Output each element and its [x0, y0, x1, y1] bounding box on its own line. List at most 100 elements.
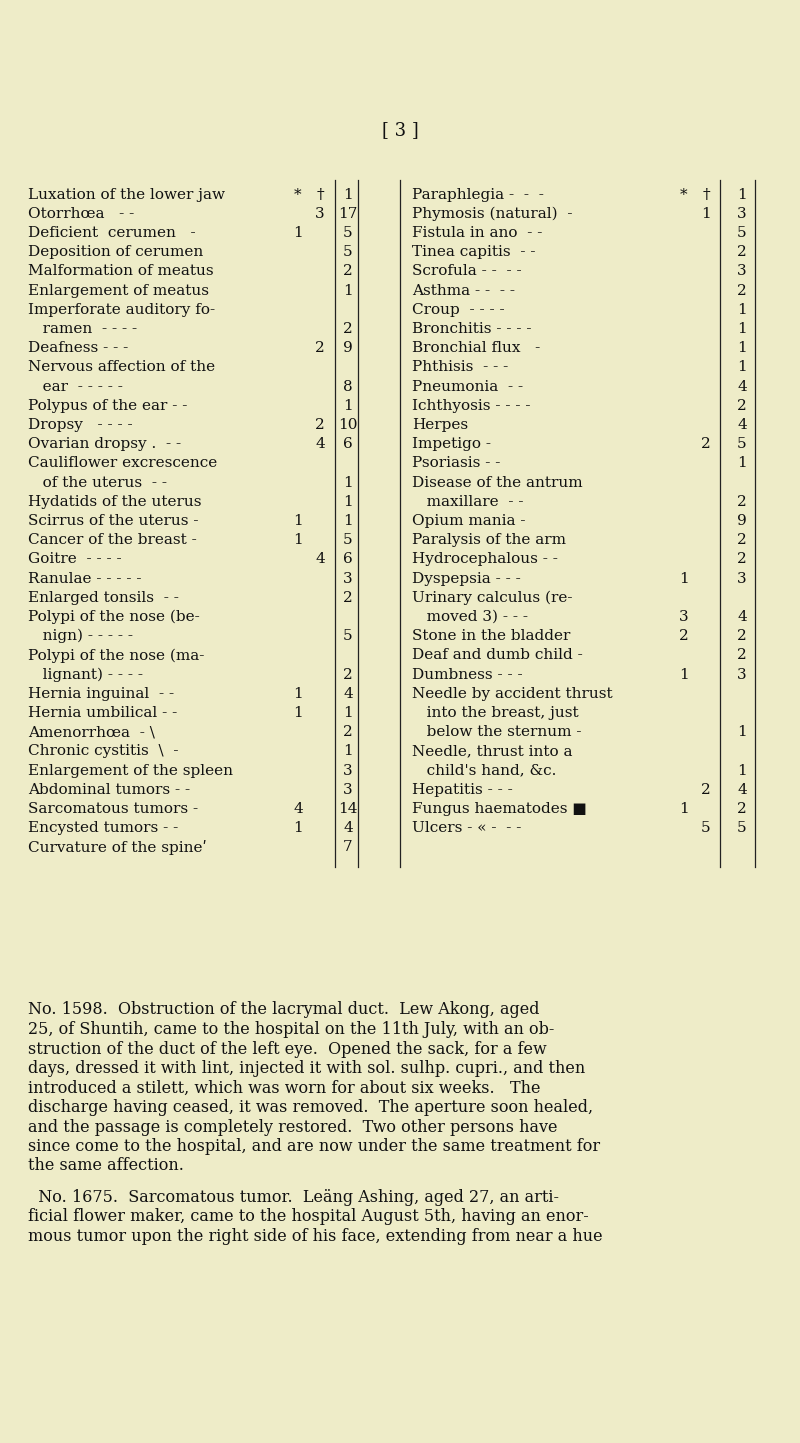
Text: Hepatitis - - -: Hepatitis - - -: [412, 782, 513, 797]
Text: 6: 6: [343, 553, 353, 567]
Text: lignant) - - - -: lignant) - - - -: [28, 668, 143, 681]
Text: Deficient  cerumen   -: Deficient cerumen -: [28, 227, 196, 240]
Text: Fistula in ano  - -: Fistula in ano - -: [412, 227, 542, 240]
Text: Opium mania -: Opium mania -: [412, 514, 526, 528]
Text: 1: 1: [737, 322, 747, 336]
Text: 2: 2: [343, 668, 353, 681]
Text: *: *: [680, 188, 688, 202]
Text: 4: 4: [737, 610, 747, 623]
Text: *: *: [294, 188, 302, 202]
Text: 1: 1: [343, 284, 353, 297]
Text: Impetigo -: Impetigo -: [412, 437, 491, 452]
Text: 2: 2: [737, 284, 747, 297]
Text: 3: 3: [679, 610, 689, 623]
Text: nign) - - - - -: nign) - - - - -: [28, 629, 133, 644]
Text: 8: 8: [343, 380, 353, 394]
Text: 6: 6: [343, 437, 353, 452]
Text: 2: 2: [737, 648, 747, 662]
Text: 1: 1: [293, 706, 303, 720]
Text: 3: 3: [737, 668, 747, 681]
Text: 3: 3: [343, 763, 353, 778]
Text: 2: 2: [679, 629, 689, 644]
Text: into the breast, just: into the breast, just: [412, 706, 578, 720]
Text: 4: 4: [315, 553, 325, 567]
Text: 3: 3: [315, 206, 325, 221]
Text: 5: 5: [701, 821, 711, 835]
Text: Imperforate auditory fo-: Imperforate auditory fo-: [28, 303, 215, 317]
Text: 2: 2: [737, 802, 747, 815]
Text: 2: 2: [343, 726, 353, 739]
Text: 4: 4: [293, 802, 303, 815]
Text: Enlarged tonsils  - -: Enlarged tonsils - -: [28, 590, 179, 605]
Text: 2: 2: [737, 534, 747, 547]
Text: 4: 4: [315, 437, 325, 452]
Text: Polypus of the ear - -: Polypus of the ear - -: [28, 398, 187, 413]
Text: 4: 4: [737, 418, 747, 431]
Text: below the sternum -: below the sternum -: [412, 726, 582, 739]
Text: 4: 4: [737, 782, 747, 797]
Text: 1: 1: [737, 303, 747, 317]
Text: Scirrus of the uterus -: Scirrus of the uterus -: [28, 514, 198, 528]
Text: 1: 1: [679, 668, 689, 681]
Text: Paralysis of the arm: Paralysis of the arm: [412, 534, 566, 547]
Text: Ovarian dropsy .  - -: Ovarian dropsy . - -: [28, 437, 181, 452]
Text: Disease of the antrum: Disease of the antrum: [412, 476, 582, 489]
Text: Deposition of cerumen: Deposition of cerumen: [28, 245, 203, 260]
Text: Hernia umbilical - -: Hernia umbilical - -: [28, 706, 178, 720]
Text: Sarcomatous tumors -: Sarcomatous tumors -: [28, 802, 198, 815]
Text: maxillare  - -: maxillare - -: [412, 495, 523, 509]
Text: ramen  - - - -: ramen - - - -: [28, 322, 137, 336]
Text: No. 1675.  Sarcomatous tumor.  Leäng Ashing, aged 27, an arti-: No. 1675. Sarcomatous tumor. Leäng Ashin…: [28, 1189, 559, 1206]
Text: 9: 9: [343, 341, 353, 355]
Text: child's hand, &c.: child's hand, &c.: [412, 763, 556, 778]
Text: Chronic cystitis  \  -: Chronic cystitis \ -: [28, 745, 178, 759]
Text: 5: 5: [737, 437, 747, 452]
Text: 3: 3: [737, 206, 747, 221]
Text: 5: 5: [343, 629, 353, 644]
Text: 3: 3: [343, 782, 353, 797]
Text: Fungus haematodes ■: Fungus haematodes ■: [412, 802, 586, 815]
Text: 1: 1: [293, 821, 303, 835]
Text: 2: 2: [701, 782, 711, 797]
Text: and the passage is completely restored.  Two other persons have: and the passage is completely restored. …: [28, 1118, 558, 1136]
Text: Dropsy   - - - -: Dropsy - - - -: [28, 418, 133, 431]
Text: 1: 1: [293, 514, 303, 528]
Text: Hernia inguinal  - -: Hernia inguinal - -: [28, 687, 174, 701]
Text: Nervous affection of the: Nervous affection of the: [28, 361, 215, 374]
Text: 25, of Shuntih, came to the hospital on the 11th July, with an ob-: 25, of Shuntih, came to the hospital on …: [28, 1022, 554, 1038]
Text: Needle by accident thrust: Needle by accident thrust: [412, 687, 613, 701]
Text: Needle, thrust into a: Needle, thrust into a: [412, 745, 573, 759]
Text: Dumbness - - -: Dumbness - - -: [412, 668, 522, 681]
Text: Enlargement of meatus: Enlargement of meatus: [28, 284, 209, 297]
Text: 4: 4: [737, 380, 747, 394]
Text: 14: 14: [338, 802, 358, 815]
Text: 2: 2: [343, 264, 353, 278]
Text: Dyspepsia - - -: Dyspepsia - - -: [412, 571, 521, 586]
Text: Ichthyosis - - - -: Ichthyosis - - - -: [412, 398, 530, 413]
Text: Stone in the bladder: Stone in the bladder: [412, 629, 570, 644]
Text: Hydrocephalous - -: Hydrocephalous - -: [412, 553, 558, 567]
Text: 1: 1: [701, 206, 711, 221]
Text: Ulcers - « -  - -: Ulcers - « - - -: [412, 821, 522, 835]
Text: 1: 1: [343, 514, 353, 528]
Text: 1: 1: [737, 726, 747, 739]
Text: since come to the hospital, and are now under the same treatment for: since come to the hospital, and are now …: [28, 1139, 600, 1154]
Text: 1: 1: [293, 534, 303, 547]
Text: Urinary calculus (re-: Urinary calculus (re-: [412, 590, 573, 605]
Text: Tinea capitis  - -: Tinea capitis - -: [412, 245, 535, 260]
Text: 9: 9: [737, 514, 747, 528]
Text: Amenorrhœa  - \: Amenorrhœa - \: [28, 726, 155, 739]
Text: Otorrhœa   - -: Otorrhœa - -: [28, 206, 134, 221]
Text: Abdominal tumors - -: Abdominal tumors - -: [28, 782, 190, 797]
Text: Bronchial flux   -: Bronchial flux -: [412, 341, 540, 355]
Text: moved 3) - - -: moved 3) - - -: [412, 610, 528, 623]
Text: 1: 1: [343, 188, 353, 202]
Text: 5: 5: [343, 227, 353, 240]
Text: 3: 3: [737, 264, 747, 278]
Text: 10: 10: [338, 418, 358, 431]
Text: 1: 1: [343, 706, 353, 720]
Text: introduced a stilett, which was worn for about six weeks.   The: introduced a stilett, which was worn for…: [28, 1079, 541, 1097]
Text: Malformation of meatus: Malformation of meatus: [28, 264, 214, 278]
Text: 2: 2: [737, 398, 747, 413]
Text: Pneumonia  - -: Pneumonia - -: [412, 380, 523, 394]
